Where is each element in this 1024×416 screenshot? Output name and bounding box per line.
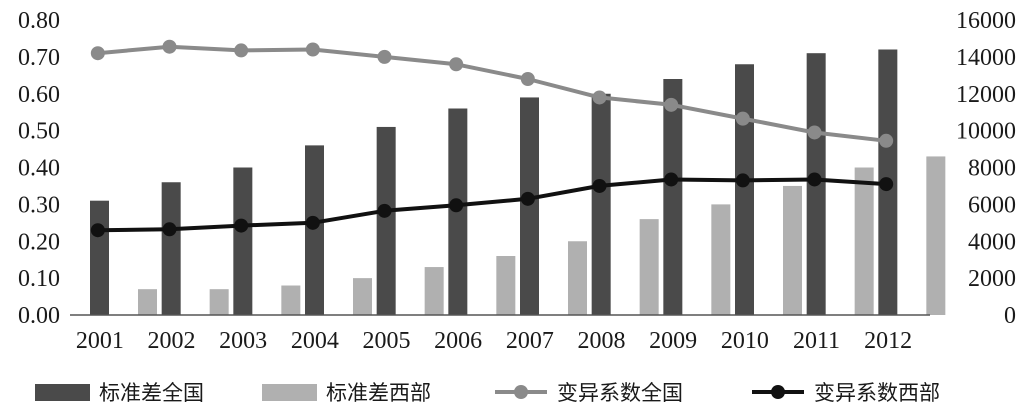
left-tick-label: 0.00 — [18, 303, 60, 329]
line-national-cv — [97, 44, 887, 143]
bar-west-sd — [854, 167, 874, 315]
bar-west-sd — [424, 267, 444, 315]
point-west-cv — [449, 198, 464, 213]
point-west-cv — [807, 172, 822, 187]
point-national-cv — [879, 133, 894, 148]
point-west-cv — [162, 222, 177, 237]
left-tick-label: 0.70 — [18, 45, 60, 71]
legend-label: 标准差全国 — [99, 381, 204, 405]
point-west-cv — [90, 223, 105, 238]
left-tick-label: 0.60 — [18, 82, 60, 108]
bar-west-sd — [711, 204, 731, 315]
bar-west-sd — [639, 219, 659, 315]
right-axis: 0 2000 4000 6000 8000 10000 12000 14000 16000 — [956, 8, 1016, 329]
legend-swatch — [262, 384, 317, 401]
left-tick-label: 0.40 — [18, 156, 60, 182]
bar-west-sd — [281, 285, 301, 315]
point-west-cv — [234, 218, 249, 233]
point-west-cv — [377, 203, 392, 218]
legend-marker — [771, 385, 785, 399]
legend-swatch — [35, 384, 90, 401]
point-west-cv — [520, 191, 535, 206]
bar-national-sd — [735, 64, 754, 315]
x-tick-label: 2008 — [578, 328, 626, 354]
point-national-cv — [162, 39, 177, 54]
x-tick-label: 2003 — [219, 328, 267, 354]
bar-national-sd — [591, 93, 611, 315]
bar-national-sd — [305, 145, 324, 315]
right-tick-label: 14000 — [956, 45, 1016, 71]
point-national-cv — [377, 49, 392, 64]
point-national-cv — [520, 72, 535, 86]
legend-marker — [514, 385, 528, 399]
bar-national-sd — [161, 182, 181, 315]
lines — [90, 39, 894, 238]
left-axis: 0.00 0.10 0.20 0.30 0.40 0.50 0.60 0.70 0.80 — [18, 8, 60, 329]
left-tick-label: 0.50 — [18, 119, 60, 145]
point-national-cv — [807, 125, 822, 140]
bar-national-sd — [233, 167, 253, 315]
right-tick-label: 8000 — [968, 156, 1016, 182]
x-tick-label: 2011 — [793, 328, 840, 354]
point-west-cv — [664, 172, 679, 187]
x-tick-label: 2006 — [434, 328, 482, 354]
right-tick-label: 2000 — [968, 266, 1016, 292]
right-tick-label: 12000 — [956, 82, 1016, 108]
bar-west-sd — [138, 289, 157, 315]
bar-west-sd — [353, 278, 372, 315]
legend-label: 变异系数全国 — [557, 381, 683, 405]
right-tick-label: 10000 — [956, 119, 1016, 145]
left-tick-label: 0.30 — [18, 192, 60, 218]
right-tick-label: 6000 — [968, 192, 1016, 218]
legend-label: 变异系数西部 — [814, 381, 940, 405]
legend-label: 标准差西部 — [326, 381, 431, 405]
bar-west-sd — [783, 185, 802, 315]
x-axis: 2001 2002 2003 2004 2005 2006 2007 2008 2009 2010… — [76, 328, 912, 354]
right-tick-label: 0 — [1004, 303, 1016, 329]
point-national-cv — [664, 97, 679, 112]
bar-national-sd — [90, 200, 109, 315]
bar-west-sd — [496, 256, 516, 315]
x-tick-label: 2005 — [363, 328, 411, 354]
point-national-cv — [735, 111, 750, 126]
line-west-cv — [97, 177, 887, 233]
x-tick-label: 2010 — [721, 328, 769, 354]
point-west-cv — [879, 177, 894, 192]
point-west-cv — [592, 178, 607, 193]
x-tick-label: 2002 — [148, 328, 196, 354]
point-national-cv — [234, 43, 249, 58]
bar-national-sd — [520, 97, 539, 315]
bar-national-sd — [376, 126, 396, 315]
point-national-cv — [90, 46, 105, 61]
point-national-cv — [592, 90, 607, 105]
left-tick-label: 0.20 — [18, 229, 60, 255]
left-tick-label: 0.80 — [18, 8, 60, 34]
point-west-cv — [305, 215, 320, 230]
legend: 标准差全国 标准差西部 变异系数全国 变异系数西部 — [35, 381, 940, 405]
point-national-cv — [449, 57, 464, 72]
x-tick-label: 2004 — [291, 328, 339, 354]
right-tick-label: 16000 — [956, 8, 1016, 34]
x-tick-label: 2001 — [76, 328, 124, 354]
x-tick-label: 2012 — [864, 328, 912, 354]
bars — [90, 49, 946, 315]
bar-west-sd — [926, 156, 946, 315]
point-national-cv — [305, 42, 320, 57]
x-tick-label: 2009 — [649, 328, 697, 354]
right-tick-label: 4000 — [968, 229, 1016, 255]
left-tick-label: 0.10 — [18, 266, 60, 292]
bar-west-sd — [209, 289, 229, 315]
bar-national-sd — [663, 79, 683, 315]
bar-west-sd — [568, 241, 587, 315]
point-west-cv — [735, 173, 750, 188]
x-tick-label: 2007 — [506, 328, 554, 354]
